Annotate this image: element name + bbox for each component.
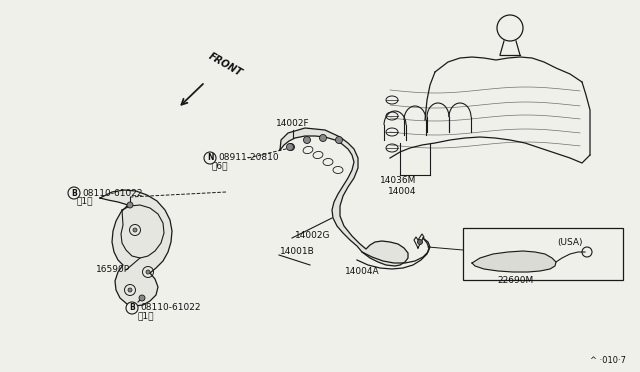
Circle shape xyxy=(287,144,294,151)
Text: （1）: （1） xyxy=(138,311,154,320)
Text: B: B xyxy=(129,304,135,312)
Text: 14036M: 14036M xyxy=(380,176,417,185)
Circle shape xyxy=(417,240,422,244)
Text: （6）: （6） xyxy=(212,161,228,170)
Text: 16590P: 16590P xyxy=(96,266,130,275)
Circle shape xyxy=(68,187,80,199)
Circle shape xyxy=(146,270,150,274)
Text: FRONT: FRONT xyxy=(207,51,244,78)
Polygon shape xyxy=(280,128,408,266)
Circle shape xyxy=(126,302,138,314)
Text: N: N xyxy=(207,154,213,163)
Circle shape xyxy=(303,137,310,144)
Text: (USA): (USA) xyxy=(557,238,583,247)
Text: 22690M: 22690M xyxy=(497,276,533,285)
Text: （1）: （1） xyxy=(77,196,93,205)
Text: 08911-20810: 08911-20810 xyxy=(218,154,278,163)
Circle shape xyxy=(204,152,216,164)
Polygon shape xyxy=(472,251,556,272)
Bar xyxy=(463,228,623,280)
Circle shape xyxy=(139,295,145,301)
Text: 14002F: 14002F xyxy=(276,119,310,128)
Circle shape xyxy=(287,144,294,151)
Circle shape xyxy=(335,137,342,144)
Text: 14002G: 14002G xyxy=(295,231,330,241)
Text: ^ ·010·7: ^ ·010·7 xyxy=(590,356,626,365)
Text: 14004: 14004 xyxy=(388,187,417,196)
Circle shape xyxy=(319,135,326,141)
Circle shape xyxy=(127,202,133,208)
Text: 14004A: 14004A xyxy=(345,267,380,276)
Text: B: B xyxy=(71,189,77,198)
Text: 08110-61022: 08110-61022 xyxy=(140,304,200,312)
Text: 14001B: 14001B xyxy=(280,247,315,257)
Circle shape xyxy=(128,288,132,292)
Polygon shape xyxy=(100,190,172,306)
Circle shape xyxy=(133,228,137,232)
Text: 08110-61022: 08110-61022 xyxy=(82,189,143,198)
